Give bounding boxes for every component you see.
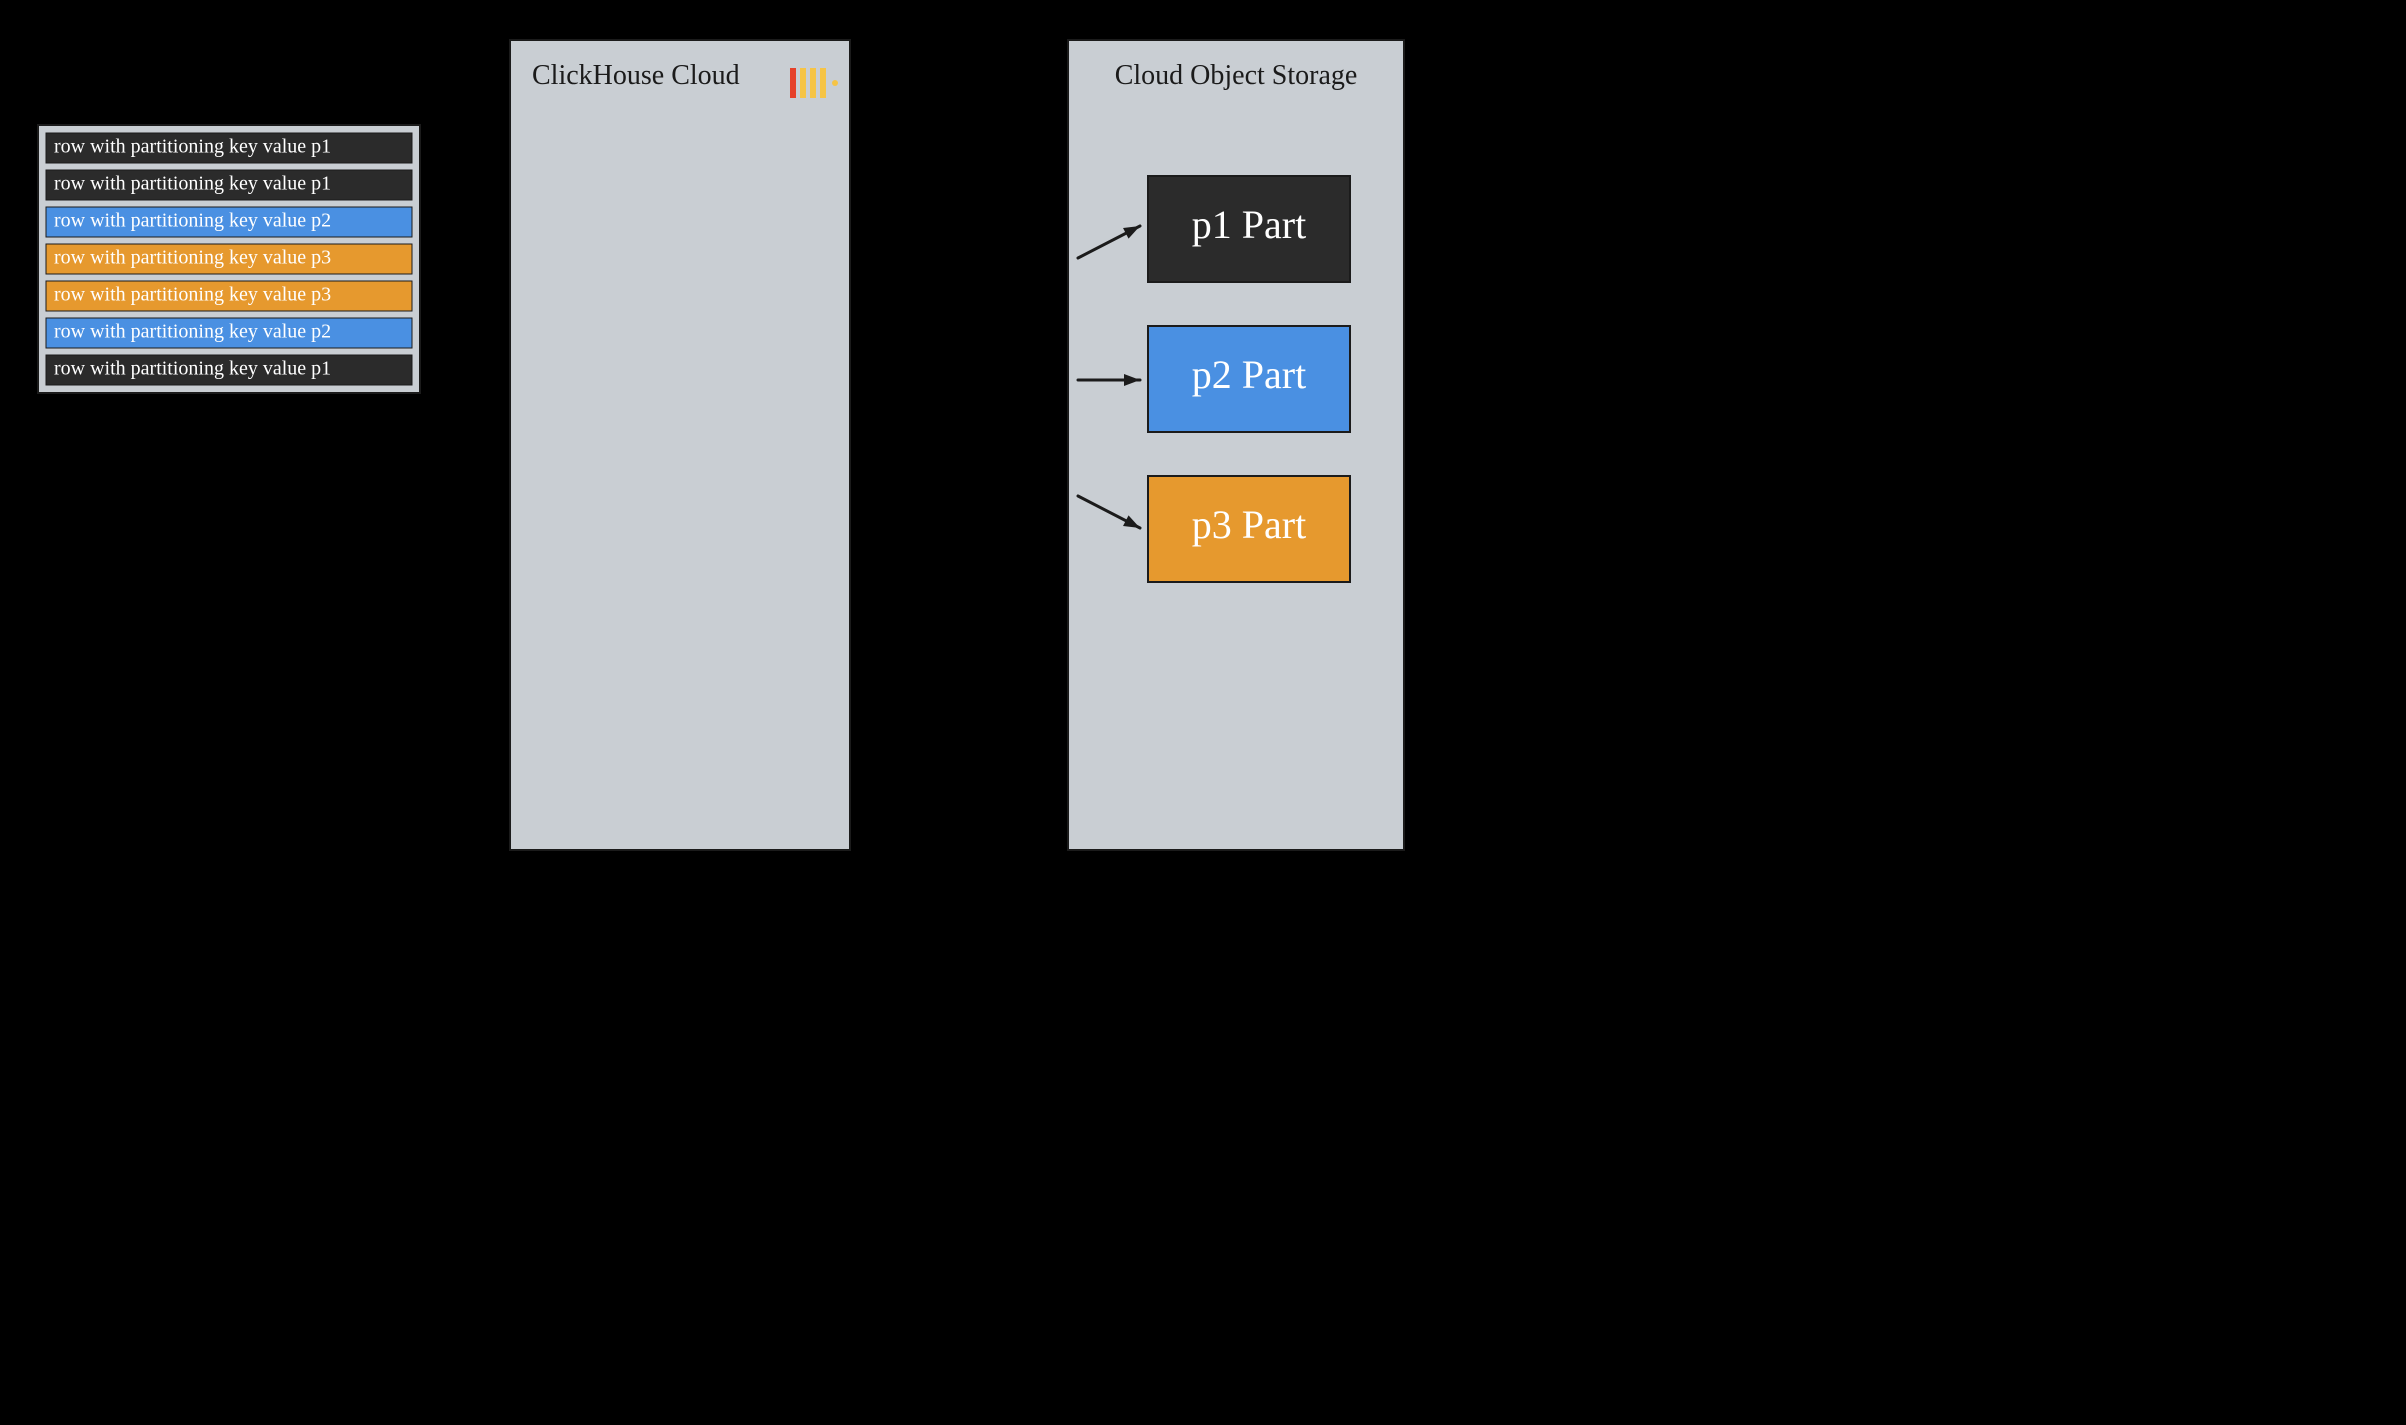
data-row: row with partitioning key value p3	[46, 281, 412, 311]
part-box: p3 Part	[1148, 476, 1350, 582]
data-row: row with partitioning key value p1	[46, 170, 412, 200]
part-label: p2 Part	[1192, 352, 1306, 397]
rows-box: row with partitioning key value p1 row wi…	[38, 125, 420, 393]
data-row: row with partitioning key value p1	[46, 355, 412, 385]
data-row: row with partitioning key value p3	[46, 244, 412, 274]
part-label: p3 Part	[1192, 502, 1306, 547]
storage-title: Cloud Object Storage	[1115, 60, 1358, 91]
data-row: row with partitioning key value p2	[46, 207, 412, 237]
data-row-label: row with partitioning key value p1	[54, 358, 331, 380]
data-row-label: row with partitioning key value p3	[54, 247, 331, 269]
clickhouse-title: ClickHouse Cloud	[532, 60, 740, 91]
data-row-label: row with partitioning key value p3	[54, 284, 331, 306]
data-row-label: row with partitioning key value p2	[54, 210, 331, 232]
data-row-label: row with partitioning key value p1	[54, 173, 331, 195]
part-label: p1 Part	[1192, 202, 1306, 247]
part-box: p2 Part	[1148, 326, 1350, 432]
clickhouse-panel: ClickHouse Cloud	[510, 40, 850, 850]
storage-panel: Cloud Object Storage p1 Part p2 Part p3 Par…	[1068, 40, 1404, 850]
data-row: row with partitioning key value p1	[46, 133, 412, 163]
part-box: p1 Part	[1148, 176, 1350, 282]
data-row: row with partitioning key value p2	[46, 318, 412, 348]
data-row-label: row with partitioning key value p2	[54, 321, 331, 343]
data-row-label: row with partitioning key value p1	[54, 136, 331, 158]
